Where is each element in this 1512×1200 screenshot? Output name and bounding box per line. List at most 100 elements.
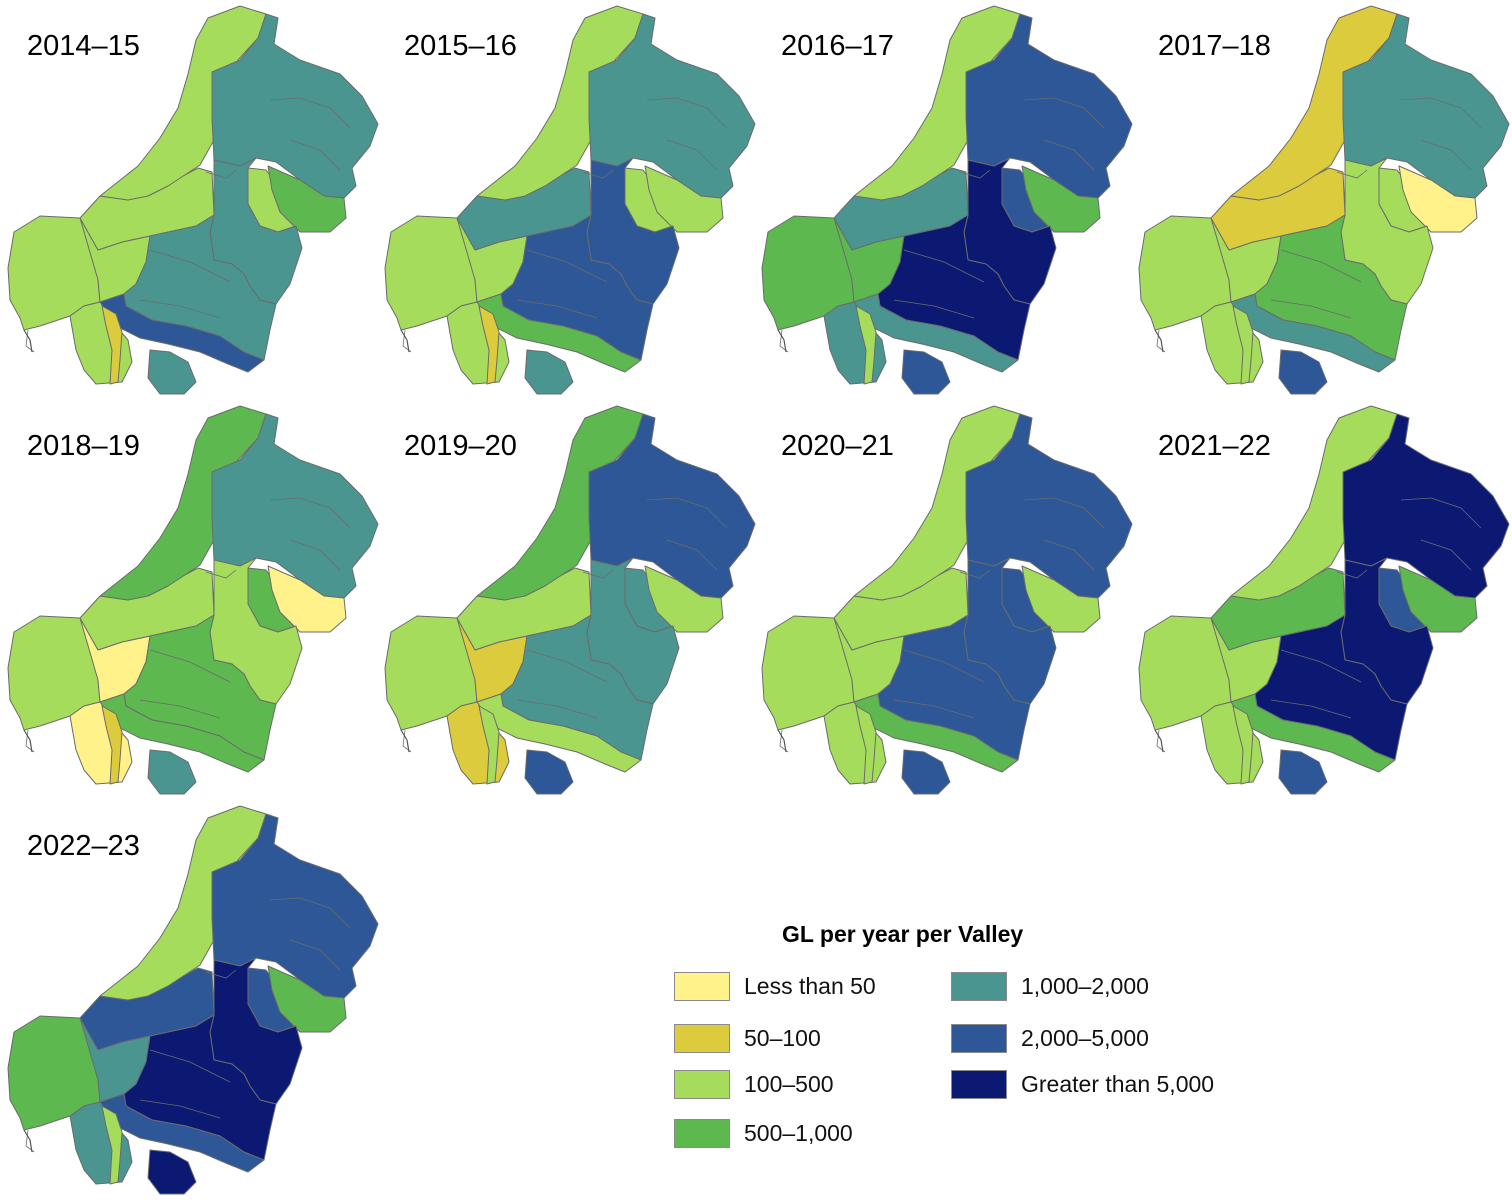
valley-region-south-band	[1230, 693, 1396, 773]
river-mouth	[23, 329, 33, 353]
year-label: 2014–15	[27, 30, 140, 62]
catchment-line	[959, 169, 991, 179]
valley-region-sw-strip	[855, 305, 877, 385]
map-panel: 2021–22	[1138, 405, 1510, 795]
year-label: 2018–19	[27, 430, 140, 462]
valley-region-sw-strip	[855, 705, 877, 785]
valley-region-south-band	[99, 293, 265, 373]
legend-swatch	[674, 1070, 730, 1099]
legend-label: 100–500	[744, 1071, 834, 1097]
valley-region-east-small	[1398, 565, 1478, 633]
catchment-line	[1336, 569, 1368, 579]
catchment-line	[1280, 649, 1362, 683]
river-mouth	[23, 729, 33, 753]
catchment-line	[289, 539, 341, 571]
legend-label: Greater than 5,000	[1021, 1071, 1215, 1097]
map-panel: 2014–15	[7, 5, 379, 395]
year-label: 2019–20	[404, 430, 517, 462]
valley-region-north	[476, 405, 644, 601]
river-mouth	[1154, 329, 1164, 353]
valley-region-east-small	[267, 165, 347, 233]
valley-region-north	[1230, 5, 1398, 201]
catchment-line	[149, 1049, 231, 1083]
valley-region-south-band	[853, 293, 1019, 373]
valley-region-south-small	[147, 349, 197, 395]
valley-region-south-small	[1278, 749, 1328, 795]
catchment-line	[582, 569, 614, 579]
valley-region-north	[476, 5, 644, 201]
legend-swatch	[951, 1070, 1007, 1099]
catchment-line	[893, 299, 975, 319]
catchment-line	[582, 169, 614, 179]
legend-label: 1,000–2,000	[1021, 973, 1149, 999]
catchment-line	[646, 97, 728, 129]
catchment-line	[959, 569, 991, 579]
catchment-line	[1043, 539, 1095, 571]
legend-swatch	[674, 1119, 730, 1148]
legend-label: Less than 50	[744, 973, 876, 999]
valley-region-south-band	[1230, 293, 1396, 373]
valley-region-south-band	[99, 1093, 265, 1173]
year-label: 2015–16	[404, 30, 517, 62]
valley-region-north	[99, 805, 267, 1001]
catchment-line	[269, 497, 351, 529]
valley-region-east-small	[1398, 165, 1478, 233]
catchment-line	[1270, 699, 1352, 719]
valley-region-east-small	[1021, 165, 1101, 233]
map-panel: 2020–21	[761, 405, 1133, 795]
valley-region-east-small	[644, 165, 724, 233]
catchment-line	[269, 97, 351, 129]
catchment-line	[666, 139, 718, 171]
river-mouth	[400, 329, 410, 353]
catchment-line	[1043, 139, 1095, 171]
valley-region-sw-strip	[101, 305, 123, 385]
catchment-line	[1420, 539, 1472, 571]
valley-region-south-small	[1278, 349, 1328, 395]
river-mouth	[777, 329, 787, 353]
catchment-line	[516, 699, 598, 719]
valley-region-east-small	[267, 565, 347, 633]
catchment-line	[289, 139, 341, 171]
valley-region-north	[853, 5, 1021, 201]
year-label: 2021–22	[1158, 430, 1271, 462]
year-label: 2016–17	[781, 30, 894, 62]
map-panel: 2018–19	[7, 405, 379, 795]
valley-region-east-small	[1021, 565, 1101, 633]
valley-region-south-band	[476, 693, 642, 773]
valley-region-east-small	[267, 965, 347, 1033]
river-mouth	[23, 1129, 33, 1153]
valley-region-sw-strip	[478, 305, 500, 385]
valley-region-sw-strip	[101, 1105, 123, 1185]
legend-title: GL per year per Valley	[782, 921, 1024, 947]
map-panel: 2017–18	[1138, 5, 1510, 395]
river-mouth	[400, 729, 410, 753]
river-mouth	[777, 729, 787, 753]
valley-region-north	[1230, 405, 1398, 601]
legend-swatch	[674, 972, 730, 1001]
valley-region-south-small	[901, 349, 951, 395]
map-panel: 2016–17	[761, 5, 1133, 395]
valley-region-south-small	[147, 1149, 197, 1195]
catchment-line	[149, 249, 231, 283]
catchment-line	[149, 649, 231, 683]
catchment-line	[646, 497, 728, 529]
valley-region-east-small	[644, 565, 724, 633]
valley-region-south-small	[901, 749, 951, 795]
valley-region-sw-strip	[1232, 305, 1254, 385]
year-label: 2017–18	[1158, 30, 1271, 62]
map-panel: 2019–20	[384, 405, 756, 795]
legend-label: 500–1,000	[744, 1120, 853, 1146]
catchment-line	[1023, 497, 1105, 529]
catchment-line	[139, 299, 221, 319]
legend-swatch	[674, 1024, 730, 1053]
catchment-line	[139, 1099, 221, 1119]
catchment-line	[666, 539, 718, 571]
legend-label: 2,000–5,000	[1021, 1025, 1149, 1051]
valley-region-south-small	[524, 349, 574, 395]
catchment-line	[1270, 299, 1352, 319]
valley-region-south-band	[853, 693, 1019, 773]
catchment-line	[1400, 97, 1482, 129]
catchment-line	[1280, 249, 1362, 283]
catchment-line	[205, 969, 237, 979]
map-panel: 2015–16	[384, 5, 756, 395]
